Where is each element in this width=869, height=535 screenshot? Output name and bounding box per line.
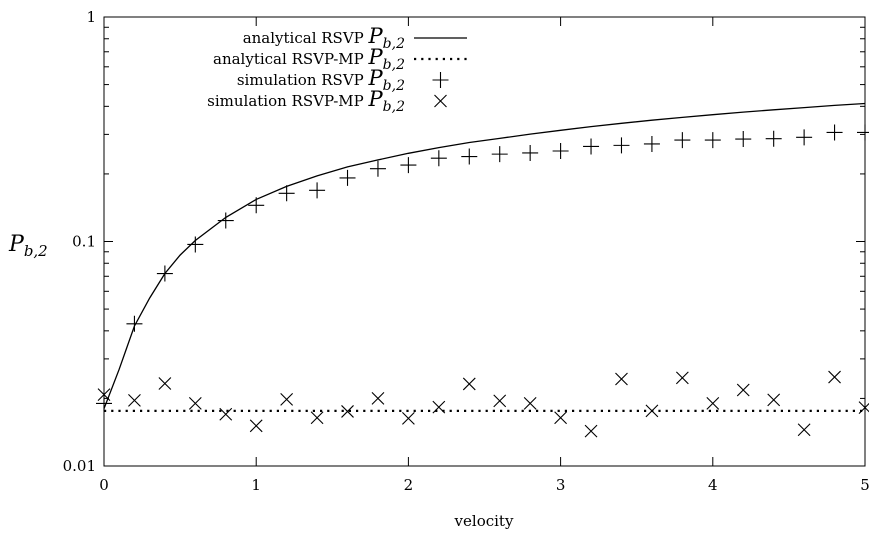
data-point <box>706 397 720 410</box>
data-point <box>371 392 385 405</box>
legend-sample <box>434 94 447 108</box>
data-point <box>249 419 263 433</box>
data-point <box>796 129 813 146</box>
data-point <box>828 370 841 384</box>
legend-label-subscript: b,2 <box>383 36 405 52</box>
data-point <box>615 372 628 386</box>
legend-label-name: simulation RSVP <box>237 71 369 89</box>
data-point <box>369 160 386 177</box>
y-axis-label-main: P <box>8 232 25 257</box>
data-point <box>675 371 689 385</box>
data-point <box>461 148 478 165</box>
data-point <box>643 135 660 152</box>
y-axis-label-sub: b,2 <box>24 242 48 260</box>
data-point <box>645 404 659 418</box>
data-point <box>217 212 234 229</box>
data-point <box>430 150 447 167</box>
data-point <box>158 377 172 390</box>
data-point <box>613 137 630 154</box>
data-point <box>552 142 569 159</box>
data-point <box>310 411 324 425</box>
data-point <box>522 144 539 161</box>
y-axis-label: Pb,2 <box>8 232 48 260</box>
data-point <box>797 423 811 437</box>
data-point <box>857 124 869 141</box>
data-point <box>736 383 750 397</box>
data-point <box>765 130 782 147</box>
x-axis-label: velocity <box>454 512 514 530</box>
data-point <box>400 157 417 174</box>
x-tick-label: 3 <box>556 476 566 494</box>
data-point <box>309 182 326 199</box>
data-point <box>402 411 415 425</box>
series-line <box>103 102 866 409</box>
legend-sample <box>432 72 449 88</box>
legend-label-subscript: b,2 <box>383 99 405 115</box>
legend-label-symbol: P <box>368 87 384 111</box>
series-3 <box>96 124 869 412</box>
x-tick-label: 2 <box>404 476 414 494</box>
data-point <box>583 138 600 155</box>
legend-label-symbol: P <box>368 66 384 90</box>
plot-border <box>103 16 866 467</box>
data-point <box>156 265 173 282</box>
y-tick-label: 1 <box>86 8 96 26</box>
data-point <box>735 131 752 148</box>
series-4 <box>97 370 869 438</box>
legend-label-symbol: P <box>368 24 384 48</box>
data-point <box>278 185 295 202</box>
data-point <box>280 393 294 406</box>
data-point <box>97 388 111 401</box>
legend-label-subscript: b,2 <box>383 57 405 73</box>
legend-label-name: analytical RSVP <box>243 29 369 47</box>
data-point <box>491 146 508 163</box>
data-point <box>219 407 233 421</box>
data-point <box>339 169 356 186</box>
x-tick-label: 5 <box>860 476 869 494</box>
legend-label: simulation RSVP-MP Pb,2 <box>207 87 405 115</box>
data-point <box>554 411 567 425</box>
legend-label-subscript: b,2 <box>383 78 405 94</box>
data-point <box>674 132 691 149</box>
data-point <box>248 197 265 214</box>
data-point <box>187 236 204 253</box>
legend-label-name: analytical RSVP-MP <box>213 50 369 68</box>
x-tick-label: 1 <box>251 476 261 494</box>
data-point <box>767 393 781 407</box>
data-point <box>704 132 721 149</box>
data-point <box>341 405 354 418</box>
data-point <box>584 424 598 438</box>
data-point <box>126 315 143 332</box>
tick-labels: 0 1 2 3 4 5 0.01 0.1 1 <box>63 8 869 494</box>
data-point <box>826 124 843 141</box>
legend-label-symbol: P <box>368 45 384 69</box>
legend-label: analytical RSVP Pb,2 <box>243 24 405 52</box>
legend-label: analytical RSVP-MP Pb,2 <box>213 45 405 73</box>
data-point <box>523 397 537 410</box>
plot-frame <box>103 16 866 467</box>
data-point <box>858 401 869 415</box>
x-tick-label: 0 <box>99 476 109 494</box>
x-tick-label: 4 <box>708 476 718 494</box>
y-tick-label: 0.01 <box>63 457 96 475</box>
data-point <box>128 394 141 407</box>
data-point <box>432 400 446 414</box>
data-point <box>493 394 507 408</box>
data-point <box>96 395 112 412</box>
data-point <box>188 397 202 410</box>
data-point <box>462 377 476 391</box>
series-1 <box>103 102 866 409</box>
y-tick-label: 0.1 <box>72 233 96 251</box>
legend-label-name: simulation RSVP-MP <box>207 92 368 110</box>
axis-ticks <box>103 16 866 467</box>
series-layer <box>96 102 869 438</box>
legend-label: simulation RSVP Pb,2 <box>237 66 405 94</box>
